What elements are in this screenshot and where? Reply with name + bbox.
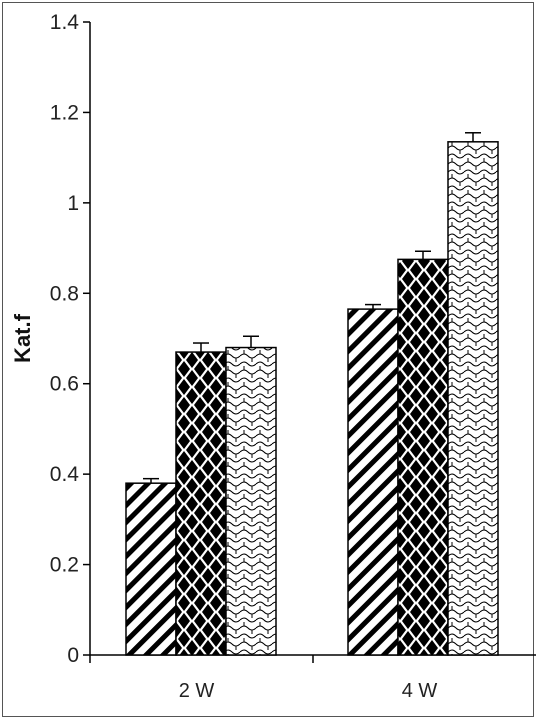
x-category-label: 2 W xyxy=(179,680,215,702)
x-category-label: 4 W xyxy=(402,680,438,702)
y-tick-label: 0.6 xyxy=(50,373,79,396)
y-tick-label: 1.4 xyxy=(50,11,80,34)
y-tick-label: 1.2 xyxy=(50,101,79,124)
y-tick-label: 0.2 xyxy=(50,554,79,577)
bar-black-diamonds xyxy=(397,258,449,656)
labels-group: 0 0.2 0.4 0.6 0.8 1 1.2 1.4 2 W 4 W Kat.f xyxy=(10,11,437,702)
bar-diagonal-stripes xyxy=(125,482,177,656)
bars-group xyxy=(125,132,499,656)
y-tick-label: 0.8 xyxy=(50,282,79,305)
bar-black-diamonds xyxy=(175,351,227,656)
bar-wave-lattice xyxy=(447,141,499,656)
y-tick-label: 0.4 xyxy=(50,463,80,486)
y-tick-label: 0 xyxy=(67,644,79,667)
y-axis-title: Kat.f xyxy=(10,313,35,363)
bar-wave-lattice xyxy=(225,346,277,656)
bar-diagonal-stripes xyxy=(347,308,399,656)
y-tick-label: 1 xyxy=(67,192,79,215)
